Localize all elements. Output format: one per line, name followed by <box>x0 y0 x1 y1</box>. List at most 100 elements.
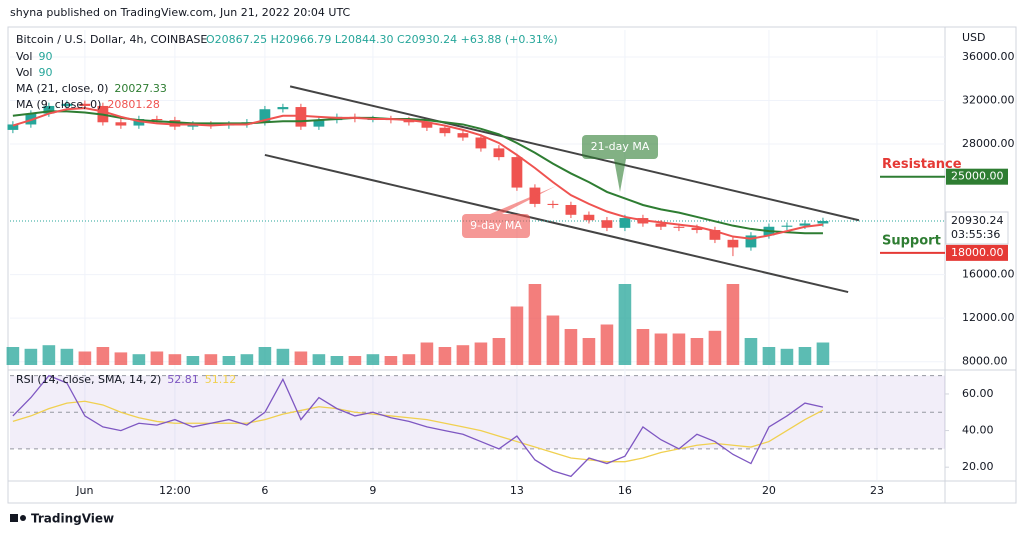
candle-body <box>511 157 523 188</box>
candle-body <box>43 105 55 114</box>
legend-label: MA (21, close, 0) <box>16 82 108 95</box>
volume-bar <box>420 342 434 365</box>
volume-bar <box>582 338 596 365</box>
rsi-line <box>12 400 824 463</box>
volume-bar <box>402 354 416 365</box>
level-name: Support <box>882 233 941 248</box>
candle-body <box>745 235 757 248</box>
volume-bar <box>294 351 308 365</box>
candle-body <box>115 122 127 126</box>
candle-body <box>547 203 559 205</box>
volume-bar <box>546 315 560 365</box>
candle-body <box>295 107 307 127</box>
x-tick-label: 12:00 <box>159 484 191 497</box>
price-tag-label: 20930.24 <box>951 214 1004 227</box>
candle-body <box>475 137 487 149</box>
ma-line <box>12 107 824 240</box>
rsi-line <box>12 374 824 478</box>
volume-bar <box>654 333 668 365</box>
legend-value: 20027.33 <box>114 82 167 95</box>
candle-body <box>781 225 793 227</box>
candle-body <box>133 119 145 126</box>
rsi-legend-value: 52.81 <box>167 373 199 386</box>
x-tick-label: 16 <box>618 484 632 497</box>
y-tick-label: 28000.00 <box>962 137 1015 150</box>
volume-bar <box>636 329 650 365</box>
x-tick-label: 9 <box>369 484 376 497</box>
y-tick-label: 8000.00 <box>962 355 1008 368</box>
brand: TradingView <box>31 512 114 526</box>
volume-bar <box>258 347 272 365</box>
level-tag <box>946 244 1008 261</box>
volume-bar <box>330 356 344 365</box>
volume-bar <box>24 348 38 365</box>
candle-body <box>817 220 829 224</box>
callout-label: 9-day MA <box>470 219 522 232</box>
level-tag-label: 18000.00 <box>951 246 1004 259</box>
callout-label: 21-day MA <box>591 140 650 153</box>
volume-bar <box>366 354 380 365</box>
legend-value: 90 <box>38 50 52 63</box>
candle-body <box>691 227 703 231</box>
volume-bar <box>276 348 290 365</box>
price-tag <box>945 211 1009 245</box>
volume-bar <box>618 284 632 365</box>
volume-bar <box>186 356 200 365</box>
candle-body <box>583 214 595 221</box>
volume-bar <box>798 347 812 365</box>
callout-box <box>462 214 530 238</box>
brand-logo <box>10 514 26 522</box>
legend-label: MA (9, close, 0) <box>16 98 101 111</box>
frame <box>7 26 1017 504</box>
candle-body <box>457 133 469 138</box>
volume-bar <box>78 351 92 365</box>
candle-body <box>439 127 451 134</box>
volume-bar <box>492 338 506 365</box>
candle-body <box>655 223 667 227</box>
candle-body <box>313 120 325 127</box>
candle-body <box>799 223 811 226</box>
price-tag-countdown: 03:55:36 <box>951 228 1000 241</box>
y-tick-label: 32000.00 <box>962 94 1015 107</box>
volume-bar <box>348 356 362 365</box>
volume-bar <box>6 347 20 365</box>
candle-body <box>421 122 433 128</box>
volume-bar <box>780 348 794 365</box>
volume-bar <box>528 284 542 365</box>
candle-body <box>61 103 73 106</box>
volume-bar <box>744 338 758 365</box>
volume-bar <box>600 324 614 365</box>
volume-bar <box>114 352 128 365</box>
candle-body <box>277 107 289 110</box>
callout-box <box>582 135 658 159</box>
volume-bar <box>510 306 524 365</box>
chart-title: Bitcoin / U.S. Dollar, 4h, COINBASE <box>16 33 207 46</box>
volume-bar <box>150 351 164 365</box>
volume-bar <box>708 330 722 365</box>
candle-body <box>403 120 415 123</box>
ohlc: O20867.25 H20966.79 L20844.30 C20930.24 … <box>206 33 558 46</box>
volume-bar <box>168 354 182 365</box>
y-tick-label: 40.00 <box>962 424 994 437</box>
candle-body <box>709 230 721 240</box>
candle-body <box>727 239 739 248</box>
rsi-title: RSI (14, close, SMA, 14, 2) <box>16 373 161 386</box>
plot: 36000.00 32000.00 28000.00 16000.00 12000.00… <box>6 30 1015 497</box>
volume-bar <box>312 354 326 365</box>
candle-body <box>187 124 199 127</box>
legend-value: 90 <box>38 66 52 79</box>
legend-label: Vol <box>16 66 32 79</box>
candle-body <box>673 226 685 228</box>
ma-line <box>12 110 823 235</box>
published: shyna published on TradingView.com, Jun … <box>10 6 351 19</box>
legend-value: 20801.28 <box>107 98 160 111</box>
volume-bar <box>240 354 254 365</box>
candle-body <box>25 113 37 125</box>
x-tick-label: 20 <box>762 484 776 497</box>
y-tick-label: 12000.00 <box>962 311 1015 324</box>
candle-body <box>169 120 181 127</box>
volume-bar <box>132 354 146 365</box>
